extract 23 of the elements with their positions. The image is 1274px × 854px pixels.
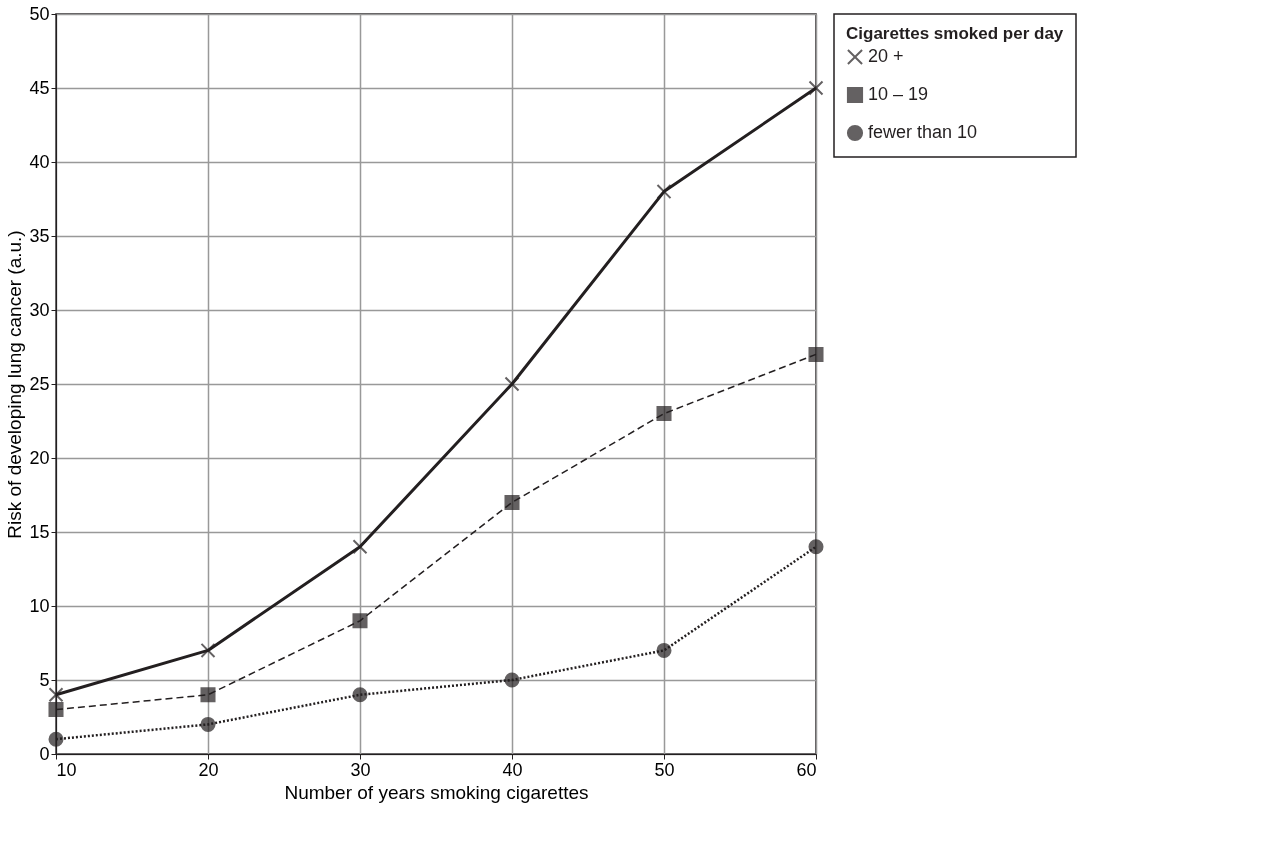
legend-title: Cigarettes smoked per day [846,24,1064,43]
x-tick-label: 40 [502,759,523,780]
x-tick-label: 10 [56,759,77,780]
x-tick-label: 30 [350,759,371,780]
legend-label: 10 – 19 [868,84,929,104]
y-tick-label: 40 [29,151,50,172]
x-tick-label: 60 [796,759,817,780]
y-axis-title: Risk of developing lung cancer (a.u.) [4,230,26,539]
legend-label: fewer than 10 [868,122,978,142]
y-tick-label: 20 [29,447,50,468]
legend-label: 20 + [868,46,904,66]
x-tick-label: 20 [198,759,219,780]
y-tick-label: 10 [29,595,50,616]
y-tick-label: 5 [39,669,50,690]
y-tick-label: 30 [29,299,50,320]
y-tick-label: 45 [29,77,50,98]
y-tick-label: 25 [29,373,50,394]
x-tick-label: 50 [654,759,675,780]
x-axis-title: Number of years smoking cigarettes [284,781,589,803]
y-tick-label: 0 [39,743,50,764]
y-tick-label: 15 [29,521,50,542]
y-tick-label: 35 [29,225,50,246]
y-tick-label: 50 [29,3,50,24]
